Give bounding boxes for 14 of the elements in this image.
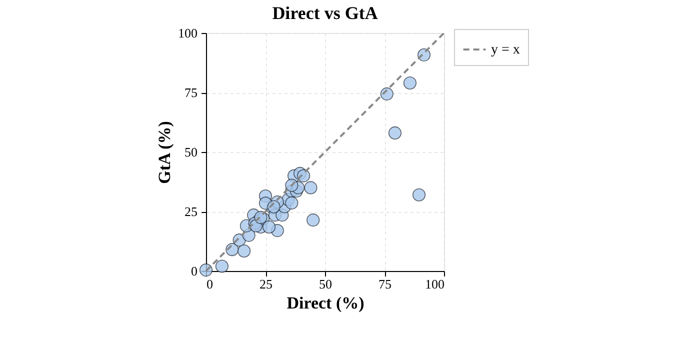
y-tick-label: 25: [184, 204, 198, 219]
legend-label: y = x: [491, 42, 520, 58]
x-tick-label: 100: [425, 276, 444, 292]
y-tick-label: 0: [191, 264, 198, 278]
x-tick-label: 25: [260, 276, 272, 292]
x-axis-title: Direct (%): [286, 294, 364, 312]
x-tick-label: 50: [319, 276, 332, 292]
y-tick-label: 50: [184, 144, 198, 160]
y-axis-title: GtA (%): [155, 121, 174, 184]
y-tick-label: 75: [184, 85, 198, 100]
chart-title: Direct vs GtA: [272, 3, 378, 23]
x-tick-label: 0: [206, 276, 213, 292]
x-tick-label: 75: [378, 276, 392, 292]
y-tick-label: 100: [178, 26, 198, 40]
